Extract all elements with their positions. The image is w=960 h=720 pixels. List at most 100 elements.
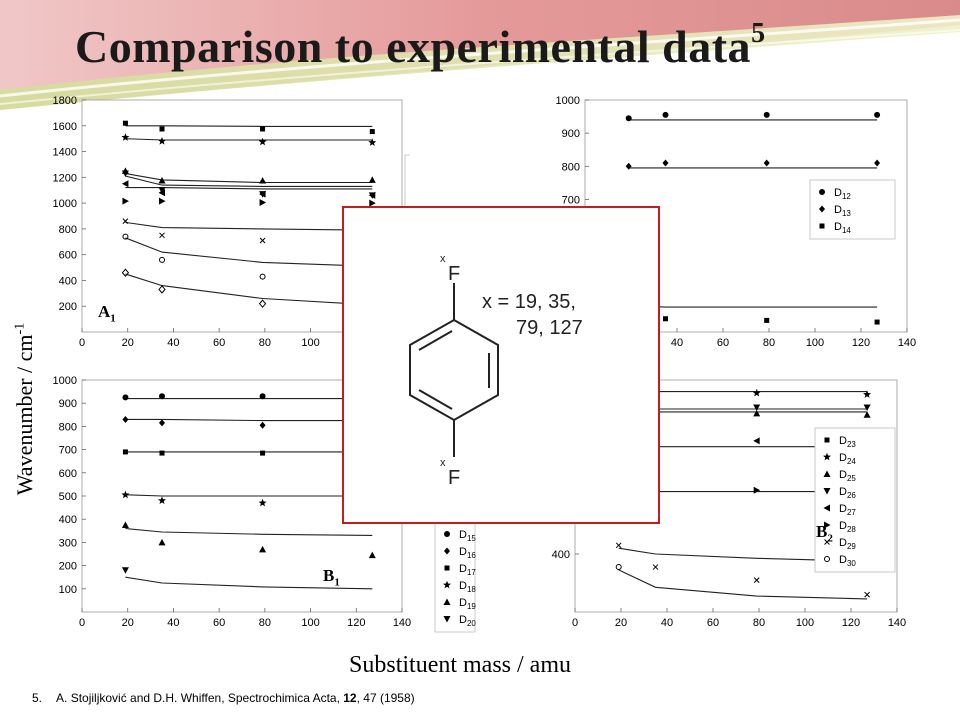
x-tick-label: 60 (717, 337, 729, 349)
footnote-tail: , 47 (1958) (356, 691, 415, 705)
legend: D23 D24 D25 D26 D27 D28 D29 D30 (814, 427, 896, 573)
point-d29 (615, 542, 622, 549)
y-tick-label: 700 (562, 194, 580, 206)
x-tick-label: 140 (888, 617, 906, 629)
point-d8 (259, 198, 267, 206)
x-tick-label: 100 (301, 337, 319, 349)
legend-marker-d14 (819, 223, 825, 229)
point-d6 (158, 187, 166, 194)
y-tick-label: 800 (59, 421, 77, 433)
slide-title: Comparison to experimental data5 (75, 18, 766, 73)
y-tick-label: 1800 (53, 95, 77, 107)
point-d7 (121, 180, 129, 188)
point-d24 (752, 388, 761, 397)
x-tick-label: 40 (661, 617, 673, 629)
point-d3 (122, 120, 128, 126)
x-tick-label: 60 (213, 337, 225, 349)
point-d11 (158, 285, 166, 294)
calc-line-d20 (125, 576, 373, 590)
y-tick-label: 900 (562, 128, 580, 140)
calc-line-d18 (125, 494, 373, 497)
point-d15 (159, 393, 165, 400)
calc-lines (125, 398, 373, 590)
y-tick-label: 1600 (53, 121, 77, 133)
x-tick-label: 40 (167, 617, 179, 629)
title-text: Comparison to experimental data (75, 21, 752, 72)
point-d9 (259, 237, 266, 244)
legend-marker-d29 (824, 539, 830, 545)
point-d5 (158, 177, 166, 184)
point-d12 (874, 111, 881, 118)
point-d13 (763, 159, 770, 167)
x-tick-label: 120 (347, 617, 365, 629)
point-d12 (662, 111, 669, 118)
point-d9 (122, 218, 129, 225)
legend-label-d17: D17 (459, 563, 476, 577)
legend-label-d26: D26 (839, 486, 856, 500)
legend-label-d18: D18 (459, 580, 476, 594)
molecule-inset: x F x F x = 19, 35, 79, 127 (342, 206, 660, 524)
point-d19 (121, 521, 129, 528)
point-d18 (158, 496, 166, 504)
point-d10 (122, 233, 129, 240)
point-d11 (258, 299, 267, 308)
point-d6 (121, 170, 129, 177)
point-d10 (259, 273, 266, 280)
x-tick-label: 20 (615, 617, 627, 629)
legend-marker-d19 (443, 598, 451, 605)
point-d13 (874, 159, 881, 167)
legend-marker-d13 (819, 205, 825, 213)
point-d7 (158, 189, 165, 197)
point-d16 (259, 421, 266, 429)
y-tick-label: 200 (59, 301, 77, 313)
point-d10 (159, 256, 165, 263)
point-d8 (159, 197, 166, 205)
point-d12 (763, 111, 770, 118)
exp-points (121, 120, 377, 308)
legend-marker-d17 (444, 565, 450, 571)
x-tick-label: 100 (806, 337, 824, 349)
point-d25 (753, 409, 761, 417)
mass-values-line-1: x = 19, 35, (482, 291, 576, 313)
point-d14 (764, 317, 770, 323)
x-tick-label: 0 (79, 617, 85, 629)
x-tick-label: 80 (259, 617, 271, 629)
x-tick-label: 100 (301, 617, 319, 629)
x-tick-label: 100 (796, 617, 814, 629)
calc-line-d10 (125, 237, 373, 267)
point-d19 (259, 545, 267, 553)
legend-label-d13: D13 (834, 204, 851, 218)
calc-lines (125, 125, 373, 306)
point-d16 (159, 419, 165, 427)
calc-line-d6 (125, 175, 373, 187)
bottom-mass-label: x (440, 457, 446, 469)
legend-marker-d12 (819, 189, 825, 195)
legend-label-d19: D19 (459, 597, 476, 611)
point-d26 (753, 404, 761, 412)
x-tick-label: 140 (393, 617, 411, 629)
y-axis-label-text: Wavenumber / cm (12, 334, 37, 496)
y-tick-label: 800 (562, 161, 580, 173)
point-d29 (652, 564, 659, 570)
legend-marker-d24 (823, 452, 831, 461)
point-d4 (121, 133, 130, 141)
point-d5 (368, 176, 376, 183)
x-tick-label: 140 (898, 337, 916, 349)
y-tick-label: 400 (59, 514, 77, 526)
point-d30 (615, 564, 622, 571)
x-axis-label: Substituent mass / amu (349, 652, 571, 678)
point-d20 (121, 567, 129, 574)
footnote-number: 5. (32, 691, 43, 705)
y-tick-label: 1000 (53, 198, 77, 210)
point-d8 (369, 199, 376, 207)
y-tick-label: 500 (59, 491, 77, 503)
y-tick-label: 600 (59, 468, 77, 480)
y-tick-label: 700 (59, 445, 77, 457)
point-d13 (625, 162, 632, 170)
y-tick-label: 1000 (556, 95, 580, 107)
point-d18 (258, 498, 267, 507)
panel-label-b2-text: B (816, 522, 828, 541)
mass-values-line-2: 79, 127 (516, 317, 583, 339)
x-tick-label: 60 (213, 617, 225, 629)
point-d4 (258, 137, 267, 146)
